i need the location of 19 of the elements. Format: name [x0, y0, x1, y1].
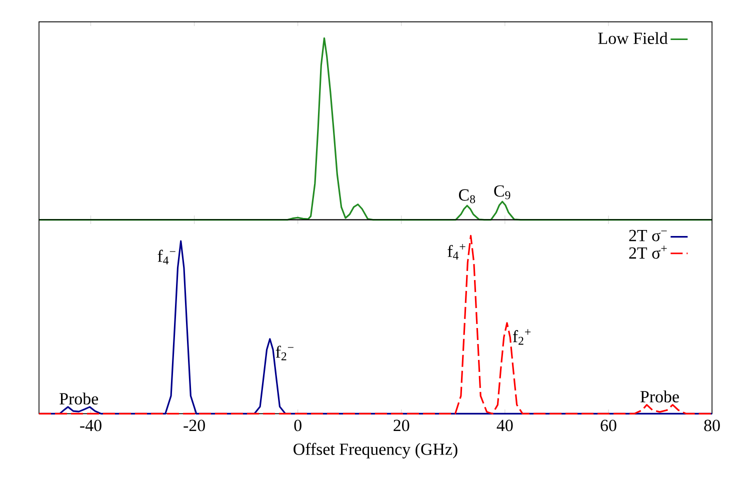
legend-label: Low Field [598, 32, 668, 44]
annotation: f$_{4}$− [158, 250, 176, 264]
x-tick-label: 40 [496, 420, 513, 432]
annotation: f$_{2}$+ [512, 329, 531, 345]
x-tick-label: 60 [600, 420, 616, 432]
annotation: Probe [640, 390, 679, 402]
legend-label: 2T σ$^{−}$ [629, 230, 667, 242]
x-tick-label: 80 [704, 420, 720, 432]
x-tick-label: 20 [394, 420, 410, 432]
annotation: C$_{9}$ [494, 185, 510, 200]
x-tick-label: -40 [80, 420, 102, 432]
legend-label: 2T σ$^{+}$ [629, 246, 667, 259]
x-tick-label: -20 [184, 420, 205, 432]
annotation: Probe [60, 392, 98, 405]
annotation: C$_{8}$ [458, 189, 476, 204]
annotation: f$_{2}$− [276, 346, 294, 360]
annotation: f$_{4}$+ [448, 244, 466, 260]
x-axis-title: Offset Frequency (GHz) [294, 442, 458, 458]
x-tick-label: 0 [294, 420, 302, 432]
